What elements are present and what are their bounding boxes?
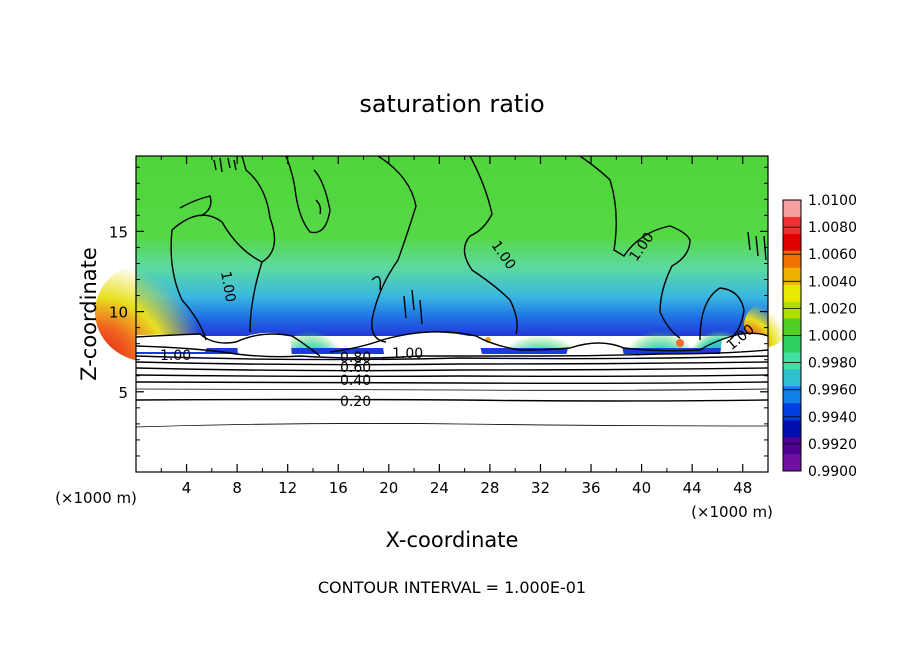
y-tick-label: 15 (109, 223, 128, 241)
contour-line (213, 157, 237, 173)
contour-line (135, 374, 769, 378)
x-tick-label: 16 (329, 479, 348, 497)
x-axis-label: X-coordinate (386, 528, 519, 552)
cloud-blob (382, 332, 482, 354)
x-axis: 4 8 12 16 20 24 28 32 36 40 44 48 (160, 156, 752, 497)
colorbar-swatch (783, 318, 801, 336)
contour-line (135, 381, 769, 385)
contour-line (135, 423, 769, 428)
colorbar-swatch (783, 403, 801, 421)
contour-line (135, 388, 769, 391)
contour-line (371, 276, 382, 291)
plot-area (95, 156, 788, 472)
contour-line (609, 179, 691, 339)
contour-interval-note: CONTOUR INTERVAL = 1.000E-01 (318, 578, 586, 597)
speck (676, 339, 684, 347)
x-tick-label: 12 (278, 479, 297, 497)
contour-line (171, 155, 276, 263)
x-tick-label: 28 (480, 479, 499, 497)
cloud-blob (566, 342, 624, 356)
contour-label: 1.00 (392, 346, 423, 362)
y-tick-label: 5 (118, 384, 128, 402)
contour-line (135, 398, 769, 402)
colorbar-swatch (783, 233, 801, 252)
colorbar-label: 0.9900 (808, 464, 857, 480)
dry-layer (136, 354, 768, 472)
contour-line (371, 155, 417, 343)
contour-label: 1.00 (217, 270, 238, 303)
contour-label: 0.80 (340, 350, 371, 366)
y-unit-label: (×1000 m) (55, 489, 137, 507)
contour-line (315, 199, 322, 215)
contour-line (135, 331, 769, 357)
x-tick-label: 20 (379, 479, 398, 497)
colorbar-swatch (783, 352, 801, 370)
cloud-blob (136, 334, 207, 352)
colorbar-swatch (783, 301, 801, 320)
colorbar-swatch (783, 267, 801, 286)
colorbar-swatch (783, 216, 801, 235)
contour-line (135, 345, 769, 359)
contour-line (135, 361, 769, 366)
colorbar-swatch (783, 284, 801, 303)
colorbar-swatch (783, 250, 801, 269)
y-tick-label: 10 (109, 304, 128, 322)
contour-label: 0.40 (340, 373, 371, 389)
colorbar-label: 0.9980 (808, 356, 857, 372)
colorbar: 1.0100 1.0080 1.0060 1.0040 1.0020 1.0000 0.99… (782, 193, 857, 480)
contour-line (747, 231, 767, 261)
colorbar-label: 1.0100 (808, 193, 857, 209)
colorbar-swatch (783, 437, 801, 455)
colorbar-label: 1.0020 (808, 301, 857, 317)
contour-line (179, 195, 212, 217)
contour-line (579, 155, 611, 181)
colorbar-label: 1.0060 (808, 247, 857, 263)
contour-line (249, 261, 263, 333)
colorbar-label: 0.9960 (808, 383, 857, 399)
contour-label: 1.00 (160, 348, 191, 364)
chart-title: saturation ratio (359, 90, 544, 118)
x-tick-label: 48 (733, 479, 752, 497)
x-tick-label: 8 (232, 479, 242, 497)
contour-line (699, 287, 745, 341)
x-unit-label: (×1000 m) (691, 503, 773, 521)
contour-line (285, 155, 331, 234)
colorbar-swatch (783, 386, 801, 404)
x-tick-label: 24 (430, 479, 449, 497)
contour-line (463, 155, 518, 335)
y-axis-label: Z-coordinate (77, 247, 101, 381)
contour-label: 0.20 (340, 394, 371, 410)
contour-line (403, 289, 423, 325)
colorbar-swatch (783, 369, 801, 387)
colorbar-label: 1.0000 (808, 329, 857, 345)
contour-line (135, 367, 769, 372)
colorbar-label: 0.9920 (808, 437, 857, 453)
y-axis: 5 10 15 (109, 166, 768, 457)
contour-line (135, 355, 769, 361)
contour-lines-thin (135, 388, 769, 428)
colorbar-swatch (783, 420, 801, 438)
contour-label: 0.60 (340, 360, 371, 376)
x-tick-label: 40 (632, 479, 651, 497)
cloud-blob (237, 332, 292, 356)
colorbar-label: 0.9940 (808, 410, 857, 426)
colorbar-swatch (783, 335, 801, 353)
contour-lines (135, 155, 769, 402)
x-tick-label: 4 (182, 479, 192, 497)
x-tick-label: 36 (581, 479, 600, 497)
x-tick-label: 32 (531, 479, 550, 497)
colorbar-swatch (783, 200, 801, 218)
colorbar-label: 1.0040 (808, 274, 857, 290)
contour-line (170, 229, 207, 341)
colorbar-label: 1.0080 (808, 220, 857, 236)
plot-frame (135, 155, 769, 473)
x-tick-label: 44 (683, 479, 702, 497)
colorbar-swatch (783, 454, 801, 472)
